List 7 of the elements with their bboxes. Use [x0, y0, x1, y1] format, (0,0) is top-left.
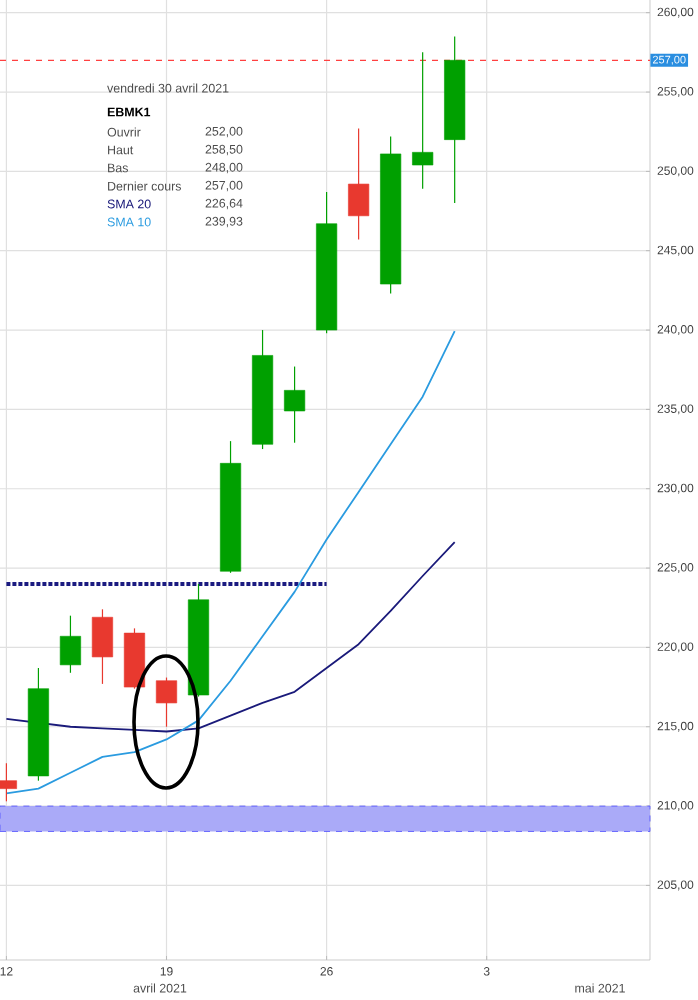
candlestick [348, 127, 370, 241]
candlestick [284, 365, 306, 444]
candlestick [91, 608, 114, 685]
line-series [5, 330, 456, 795]
candlestick [412, 51, 434, 190]
candlestick [59, 615, 81, 674]
candlestick [155, 676, 178, 728]
